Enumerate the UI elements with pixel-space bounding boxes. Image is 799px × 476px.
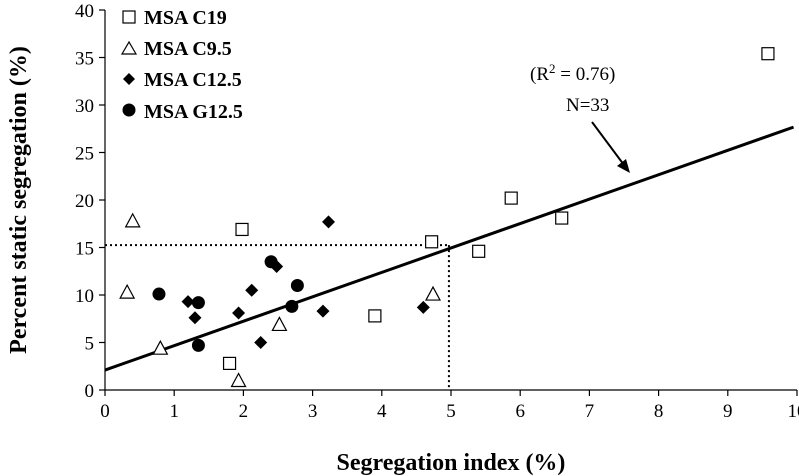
x-tick-label: 5: [446, 401, 456, 422]
data-point-msa-c12-5: [245, 283, 259, 297]
data-point-msa-c12-5: [181, 295, 195, 309]
legend-marker-filled-circle: [122, 103, 136, 117]
data-point-msa-c9-5: [119, 283, 136, 299]
r2-value: = 0.76): [556, 64, 616, 85]
n-count-label: N=33: [566, 95, 609, 116]
data-point-msa-g12-5: [290, 279, 304, 292]
data-point-msa-c12-5: [188, 311, 202, 325]
data-point-msa-c19: [222, 356, 237, 370]
regression-line: [104, 125, 795, 372]
y-tick-label: 0: [85, 381, 95, 402]
data-point-msa-c19: [425, 235, 439, 249]
legend-marker-filled-diamond: [123, 73, 135, 85]
r2-superscript: 2: [549, 61, 556, 76]
data-point-msa-c9-5: [152, 339, 169, 355]
data-point-msa-c19: [761, 47, 775, 61]
data-point-msa-c19: [472, 244, 486, 258]
data-point-msa-g12-5: [264, 255, 278, 269]
legend-entry-msa-c19: MSA C19: [122, 7, 227, 29]
r2-prefix: (R: [530, 64, 549, 85]
y-tick-label: 30: [75, 96, 94, 117]
data-point-msa-c9-5: [425, 285, 442, 301]
data-point-msa-g12-5: [152, 287, 166, 301]
data-point-msa-g12-5: [191, 296, 205, 310]
x-tick-label: 8: [654, 401, 664, 422]
plot-area: 0 1 2 3 4 5 6 7 8 9 10 0 5 10 15 20 25 30 35 40: [75, 1, 799, 422]
data-point-msa-c19: [368, 309, 382, 323]
x-tick-label: 2: [239, 401, 249, 422]
data-point-msa-c9-5: [230, 372, 247, 388]
x-tick-label: 9: [723, 401, 733, 422]
y-ticks: 0 5 10 15 20 25 30 35 40: [75, 1, 105, 402]
data-point-msa-c12-5: [322, 215, 336, 229]
data-point-msa-c9-5: [271, 316, 288, 332]
data-point-msa-c19: [555, 211, 569, 225]
data-point-msa-c9-5: [124, 212, 141, 228]
y-tick-label: 5: [85, 334, 95, 355]
y-tick-label: 25: [75, 144, 94, 165]
y-tick-label: 35: [75, 49, 94, 70]
annotation-arrow-shaft: [591, 121, 625, 166]
y-tick-label: 40: [75, 1, 94, 22]
data-points: [119, 47, 775, 388]
data-point-msa-c12-5: [232, 306, 246, 320]
regression-annotation: (R2 = 0.76) N=33: [530, 61, 630, 173]
x-tick-label: 7: [585, 401, 595, 422]
x-ticks: 0 1 2 3 4 5 6 7 8 9 10: [100, 390, 799, 422]
data-point-msa-g12-5: [191, 338, 205, 352]
data-point-msa-c19: [235, 222, 249, 237]
x-tick-label: 4: [377, 401, 387, 422]
legend-marker-open-triangle: [120, 40, 138, 55]
r-squared-label: (R2 = 0.76): [530, 61, 615, 85]
x-tick-label: 6: [515, 401, 525, 422]
x-tick-label: 0: [100, 401, 110, 422]
legend-entry-msa-g12-5: MSA G12.5: [122, 101, 243, 123]
data-point-msa-g12-5: [285, 299, 299, 313]
data-point-msa-c19: [504, 191, 518, 205]
legend-label-msa-c9-5: MSA C9.5: [144, 38, 232, 60]
legend: MSA C19 MSA C9.5 MSA C12.5 MSA G12.5: [120, 7, 243, 123]
legend-label-msa-c19: MSA C19: [144, 7, 227, 29]
legend-marker-open-square: [122, 10, 136, 24]
y-tick-label: 15: [75, 239, 94, 260]
y-axis-title: Percent static segregation (%): [6, 46, 32, 354]
legend-entry-msa-c9-5: MSA C9.5: [120, 38, 232, 60]
legend-label-msa-c12-5: MSA C12.5: [144, 69, 242, 91]
x-axis-title: Segregation index (%): [337, 450, 566, 476]
legend-label-msa-g12-5: MSA G12.5: [144, 101, 243, 123]
data-point-msa-c12-5: [254, 336, 268, 349]
data-point-msa-c12-5: [316, 304, 330, 318]
x-tick-label: 3: [308, 401, 318, 422]
y-tick-label: 10: [75, 286, 94, 307]
legend-entry-msa-c12-5: MSA C12.5: [123, 69, 242, 91]
x-tick-label: 1: [169, 401, 179, 422]
annotation-arrow-head: [617, 159, 630, 173]
data-point-msa-c12-5: [416, 300, 430, 314]
y-tick-label: 20: [75, 191, 94, 212]
x-tick-label: 10: [788, 401, 799, 422]
